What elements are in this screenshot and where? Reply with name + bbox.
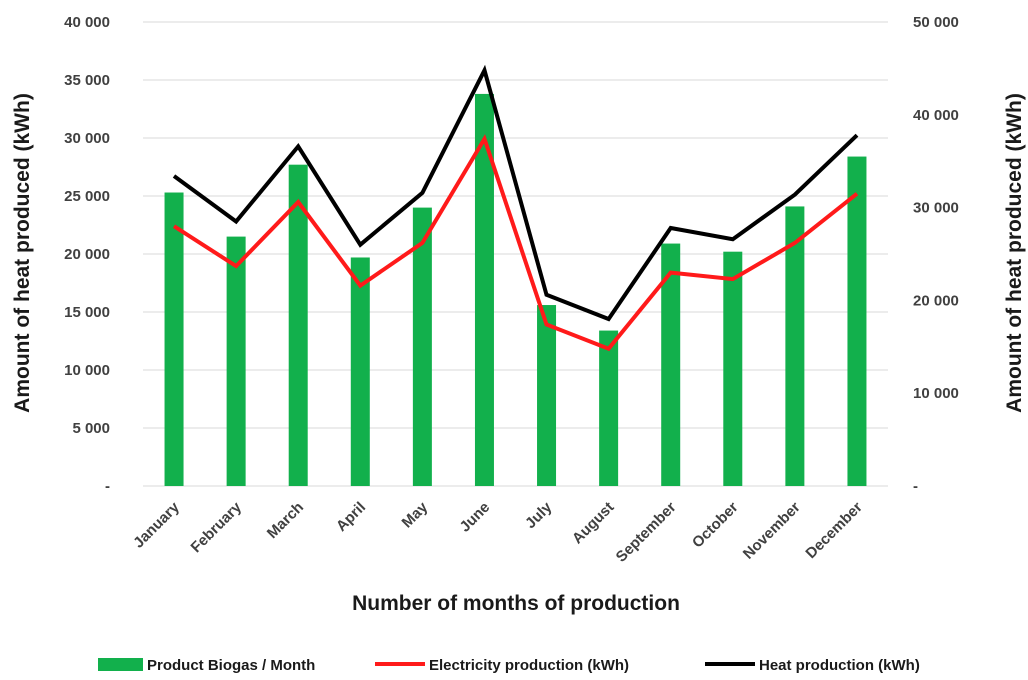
left-tick-label: -: [105, 478, 110, 495]
bar: [474, 93, 494, 487]
left-tick-labels: - 5 000 10 000 15 000 20 000 25 000 30 000 35 0…: [64, 14, 110, 495]
legend: Product Biogas / Month Electricity produ…: [98, 657, 920, 674]
left-tick-label: 30 000: [64, 130, 110, 147]
bar: [226, 236, 246, 486]
x-tick-label: April: [333, 499, 369, 535]
x-tick-label: May: [399, 498, 432, 531]
x-tick-label: August: [569, 499, 618, 548]
heat-line: [172, 64, 859, 322]
right-tick-label: 20 000: [913, 292, 959, 309]
bar: [537, 305, 557, 486]
legend-label-biogas: Product Biogas / Month: [147, 657, 315, 674]
right-tick-label: 30 000: [913, 200, 959, 217]
x-tick-label: June: [457, 499, 494, 536]
x-tick-label: February: [188, 498, 246, 556]
bars: [164, 93, 867, 487]
legend-swatch-biogas: [98, 658, 143, 671]
left-tick-label: 15 000: [64, 304, 110, 321]
bar: [164, 192, 184, 486]
left-tick-label: 25 000: [64, 188, 110, 205]
left-axis-title: Amount of heat produced (kWh): [11, 93, 34, 413]
x-tick-labels: January February March April May June July Augu…: [130, 498, 866, 565]
right-tick-label: 50 000: [913, 14, 959, 31]
bar: [847, 156, 867, 486]
left-tick-label: 5 000: [72, 420, 110, 437]
bar: [412, 207, 432, 486]
x-tick-label: October: [689, 499, 742, 552]
x-tick-label: December: [802, 499, 865, 562]
x-axis-title: Number of months of production: [352, 592, 680, 615]
bar: [288, 164, 308, 486]
right-tick-label: -: [913, 478, 918, 495]
right-tick-label: 10 000: [913, 385, 959, 402]
right-tick-label: 40 000: [913, 107, 959, 124]
x-tick-label: July: [522, 498, 556, 532]
left-tick-label: 35 000: [64, 72, 110, 89]
left-tick-label: 40 000: [64, 14, 110, 31]
left-tick-label: 10 000: [64, 362, 110, 379]
bar: [723, 251, 743, 486]
gridlines: [143, 21, 888, 487]
legend-label-heat: Heat production (kWh): [759, 657, 920, 674]
right-tick-labels: - 10 000 20 000 30 000 40 000 50 000: [913, 14, 959, 495]
bar: [350, 257, 370, 486]
x-tick-label: September: [613, 499, 680, 566]
x-tick-label: March: [264, 499, 307, 542]
left-tick-label: 20 000: [64, 246, 110, 263]
bar: [785, 206, 805, 486]
right-axis-title: Amount of heat produced (kWh): [1003, 93, 1026, 413]
x-tick-label: November: [740, 499, 804, 563]
lines: [172, 64, 859, 352]
bar: [661, 243, 681, 486]
legend-label-electricity: Electricity production (kWh): [429, 657, 629, 674]
x-tick-label: January: [130, 498, 183, 551]
bar: [599, 330, 619, 486]
electricity-line: [172, 134, 859, 352]
